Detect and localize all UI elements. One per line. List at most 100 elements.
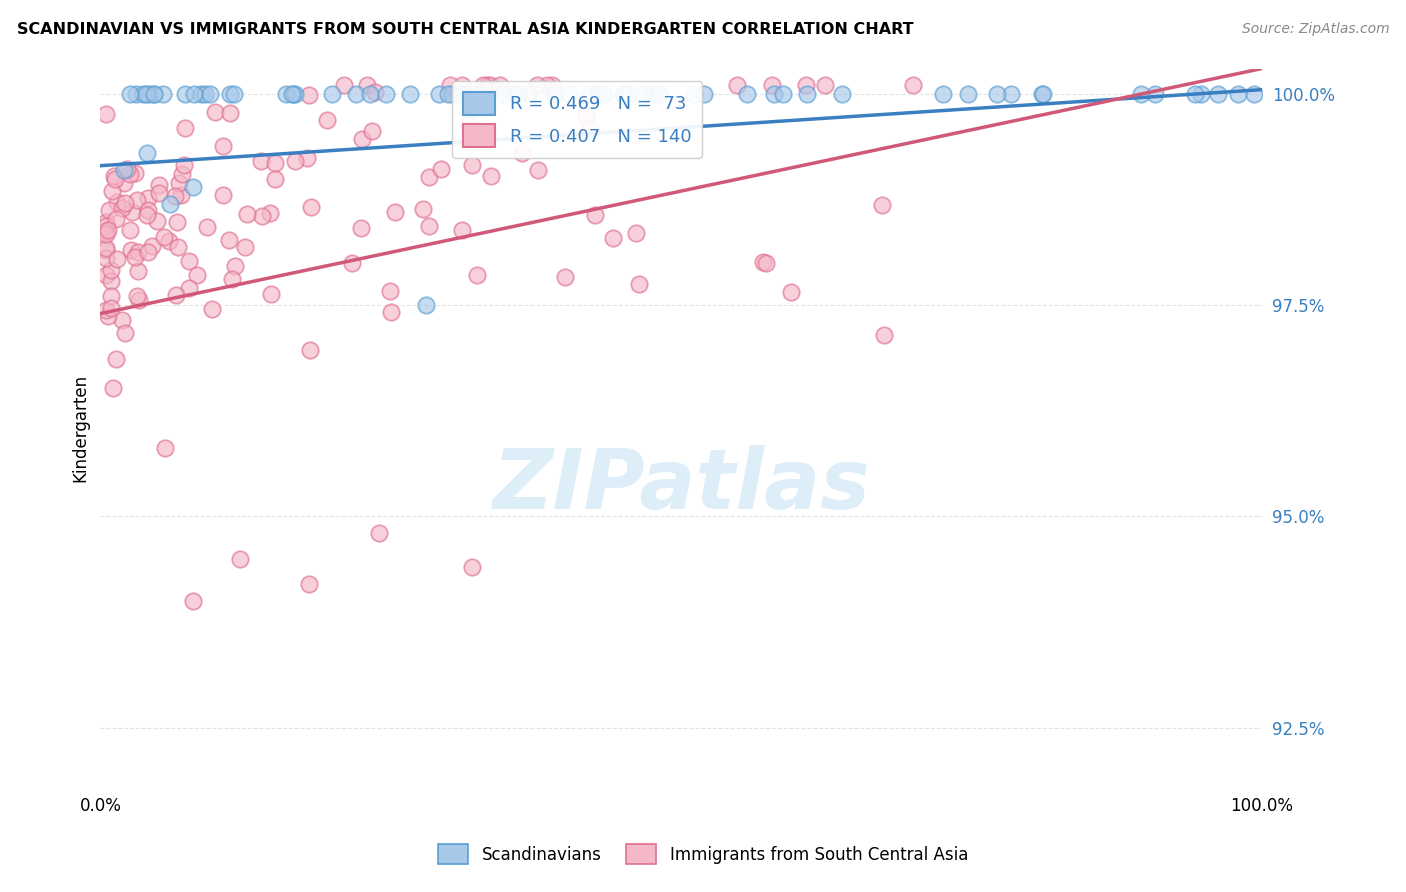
Point: [578, 120, 600, 135]
Point: [101, 381, 124, 395]
Point: [725, 78, 748, 93]
Point: [380, 305, 402, 319]
Point: [127, 264, 149, 278]
Point: [136, 208, 159, 222]
Point: [375, 87, 398, 101]
Point: [772, 87, 794, 101]
Point: [295, 151, 318, 165]
Point: [762, 87, 785, 101]
Point: [510, 145, 533, 160]
Point: [96, 106, 118, 120]
Point: [461, 560, 484, 574]
Point: [114, 326, 136, 340]
Point: [692, 87, 714, 101]
Point: [174, 87, 197, 101]
Point: [138, 87, 160, 101]
Point: [430, 162, 453, 177]
Point: [125, 193, 148, 207]
Point: [456, 87, 478, 101]
Point: [356, 78, 378, 93]
Point: [125, 87, 148, 101]
Point: [96, 303, 118, 318]
Point: [440, 87, 463, 101]
Point: [235, 240, 257, 254]
Point: [461, 159, 484, 173]
Point: [177, 254, 200, 268]
Point: [359, 87, 381, 101]
Point: [165, 188, 187, 202]
Point: [1129, 87, 1152, 101]
Point: [96, 251, 118, 265]
Point: [132, 87, 155, 101]
Point: [626, 226, 648, 240]
Point: [200, 301, 222, 316]
Point: [281, 87, 304, 101]
Y-axis label: Kindergarten: Kindergarten: [72, 374, 89, 482]
Point: [105, 352, 128, 367]
Point: [96, 224, 118, 238]
Point: [450, 223, 472, 237]
Point: [478, 78, 501, 93]
Point: [204, 105, 226, 120]
Point: [361, 124, 384, 138]
Point: [120, 167, 142, 181]
Point: [350, 221, 373, 235]
Legend: R = 0.469   N =  73, R = 0.407   N = 140: R = 0.469 N = 73, R = 0.407 N = 140: [453, 81, 703, 158]
Point: [813, 78, 835, 93]
Point: [315, 112, 337, 127]
Point: [1184, 87, 1206, 101]
Point: [543, 87, 565, 101]
Point: [181, 594, 204, 608]
Point: [986, 87, 1008, 101]
Point: [221, 272, 243, 286]
Point: [583, 208, 606, 222]
Point: [298, 577, 321, 591]
Point: [229, 551, 252, 566]
Point: [172, 167, 194, 181]
Point: [794, 78, 817, 93]
Point: [97, 309, 120, 323]
Point: [136, 245, 159, 260]
Point: [97, 223, 120, 237]
Point: [263, 156, 285, 170]
Point: [153, 230, 176, 244]
Point: [96, 227, 118, 242]
Point: [142, 87, 165, 101]
Point: [276, 87, 298, 101]
Point: [627, 277, 650, 292]
Point: [1227, 87, 1250, 101]
Point: [558, 87, 581, 101]
Point: [378, 284, 401, 298]
Point: [111, 201, 134, 215]
Point: [475, 78, 498, 93]
Point: [283, 87, 305, 101]
Point: [170, 187, 193, 202]
Point: [298, 343, 321, 357]
Point: [592, 87, 614, 101]
Point: [159, 196, 181, 211]
Point: [100, 289, 122, 303]
Point: [418, 169, 440, 184]
Point: [112, 163, 135, 178]
Point: [737, 87, 759, 101]
Point: [752, 255, 775, 269]
Point: [194, 87, 217, 101]
Point: [1189, 87, 1212, 101]
Point: [190, 87, 212, 101]
Point: [780, 285, 803, 299]
Point: [121, 205, 143, 219]
Point: [218, 234, 240, 248]
Point: [641, 87, 664, 101]
Point: [212, 188, 235, 202]
Point: [101, 184, 124, 198]
Point: [647, 87, 669, 101]
Point: [901, 78, 924, 93]
Point: [755, 256, 778, 270]
Point: [259, 205, 281, 219]
Point: [505, 87, 527, 101]
Point: [398, 87, 420, 101]
Point: [602, 231, 624, 245]
Point: [124, 166, 146, 180]
Point: [447, 87, 470, 101]
Point: [112, 177, 135, 191]
